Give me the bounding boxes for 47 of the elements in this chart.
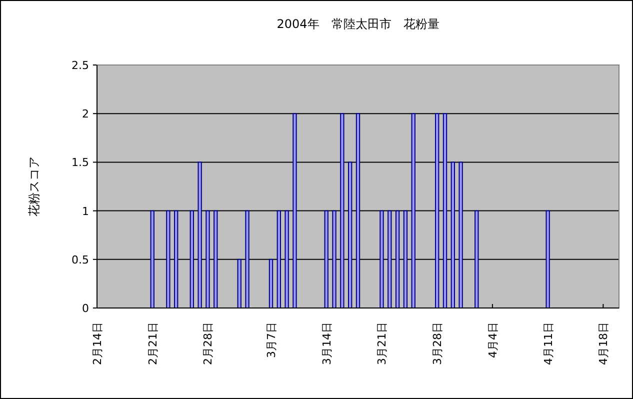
bar xyxy=(450,162,455,308)
x-tick-label: 2月21日 xyxy=(146,322,160,365)
bar xyxy=(206,210,210,308)
bar xyxy=(150,210,154,308)
bar xyxy=(324,210,328,308)
bar xyxy=(458,162,463,308)
bar xyxy=(214,210,218,308)
x-tick-label: 3月14日 xyxy=(320,322,334,365)
bar xyxy=(198,162,202,308)
y-tick-label: 0 xyxy=(82,302,89,315)
y-tick-label: 1 xyxy=(82,204,89,218)
x-tick-label: 2月28日 xyxy=(202,322,215,365)
x-tick-label: 4月4日 xyxy=(486,322,500,358)
bar xyxy=(284,210,289,308)
y-tick-label: 0.5 xyxy=(72,253,89,266)
y-tick-label: 1.5 xyxy=(72,156,89,170)
bar xyxy=(237,258,242,308)
y-tick-label: 2.5 xyxy=(72,59,89,72)
bar xyxy=(403,210,408,308)
bar xyxy=(332,210,336,308)
bar xyxy=(292,113,297,308)
chart-title: 2004年 常陸太田市 花粉量 xyxy=(276,17,440,31)
bar xyxy=(474,210,479,308)
bar xyxy=(442,113,448,308)
y-tick-label: 2 xyxy=(82,108,89,121)
x-tick-label: 3月7日 xyxy=(265,322,278,358)
x-tick-label: 4月18日 xyxy=(597,322,610,365)
bar xyxy=(268,258,274,308)
bar xyxy=(166,210,170,308)
bar xyxy=(411,113,416,308)
bar xyxy=(348,162,352,308)
bar xyxy=(380,210,384,308)
bar xyxy=(395,210,400,308)
x-tick-label: 3月21日 xyxy=(376,322,389,365)
x-tick-label: 4月11日 xyxy=(542,322,555,365)
bar xyxy=(388,210,392,308)
bar xyxy=(546,210,550,308)
x-tick-label: 2月14日 xyxy=(91,322,104,365)
bar xyxy=(276,210,281,308)
bar xyxy=(245,210,250,308)
y-axis-title: 花粉スコア xyxy=(27,156,41,216)
bar xyxy=(174,210,178,308)
bar xyxy=(340,113,344,308)
x-tick-label: 3月28日 xyxy=(431,322,444,365)
bar xyxy=(356,113,360,308)
bar xyxy=(190,210,194,308)
bar xyxy=(435,113,440,308)
